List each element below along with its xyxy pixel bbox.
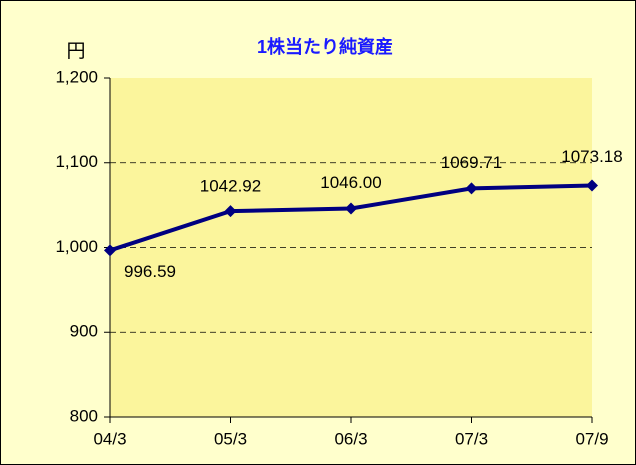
data-label: 1073.18 [561,147,622,166]
data-point [104,244,116,257]
x-tick-label: 07/3 [455,429,488,448]
data-label: 1046.00 [320,173,381,192]
x-tick-label: 05/3 [214,429,247,448]
data-label: 996.59 [124,262,176,281]
y-tick-label: 1,200 [55,67,98,86]
data-point [586,179,598,192]
y-unit-label: 円 [66,41,85,62]
x-tick-label: 06/3 [334,429,367,448]
data-point [345,202,357,215]
y-tick-label: 1,000 [55,237,98,256]
data-label: 1042.92 [200,177,261,196]
data-point [465,182,478,195]
y-tick-label: 1,100 [55,152,98,171]
y-tick-label: 800 [70,406,98,425]
y-tick-label: 900 [70,322,98,341]
x-tick-label: 07/9 [575,429,608,448]
data-label: 1069.71 [441,153,502,172]
chart-title: 1株当たり純資産 [257,36,393,57]
data-point [224,205,237,218]
x-tick-label: 04/3 [93,429,126,448]
